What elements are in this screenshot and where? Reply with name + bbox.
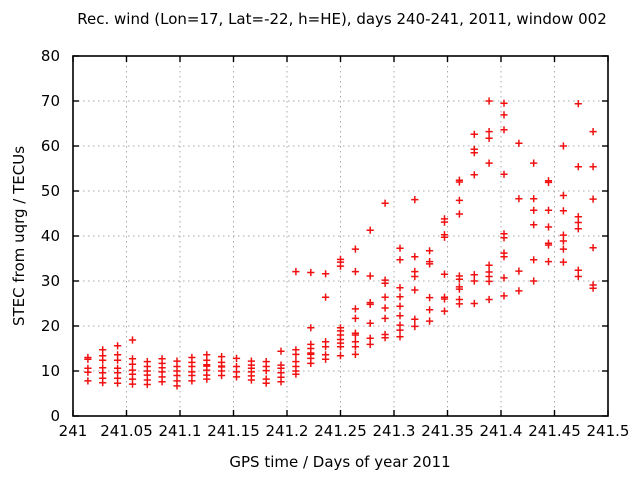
y-tick-label: 60	[40, 137, 60, 155]
scatter-points	[84, 97, 597, 390]
y-tick-label: 80	[40, 47, 60, 65]
x-tick-label: 241.4	[479, 422, 523, 440]
y-tick-label: 0	[50, 407, 60, 425]
y-tick-label: 70	[40, 92, 60, 110]
x-tick-label: 241.05	[100, 422, 153, 440]
y-tick-label: 10	[40, 362, 60, 380]
x-tick-label: 241.3	[372, 422, 416, 440]
x-tick-label: 241	[58, 422, 88, 440]
y-tick-label: 20	[40, 317, 60, 335]
x-tick-label: 241.35	[421, 422, 474, 440]
x-tick-label: 241.15	[207, 422, 260, 440]
x-tick-label: 241.1	[158, 422, 202, 440]
x-tick-label: 241.25	[314, 422, 367, 440]
x-tick-label: 241.45	[528, 422, 581, 440]
y-tick-label: 30	[40, 272, 60, 290]
x-tick-label: 241.5	[586, 422, 630, 440]
chart-title: Rec. wind (Lon=17, Lat=-22, h=HE), days …	[77, 10, 607, 28]
x-axis-label: GPS time / Days of year 2011	[229, 453, 451, 471]
y-tick-label: 40	[40, 227, 60, 245]
x-tick-label: 241.2	[265, 422, 309, 440]
y-tick-label: 50	[40, 182, 60, 200]
